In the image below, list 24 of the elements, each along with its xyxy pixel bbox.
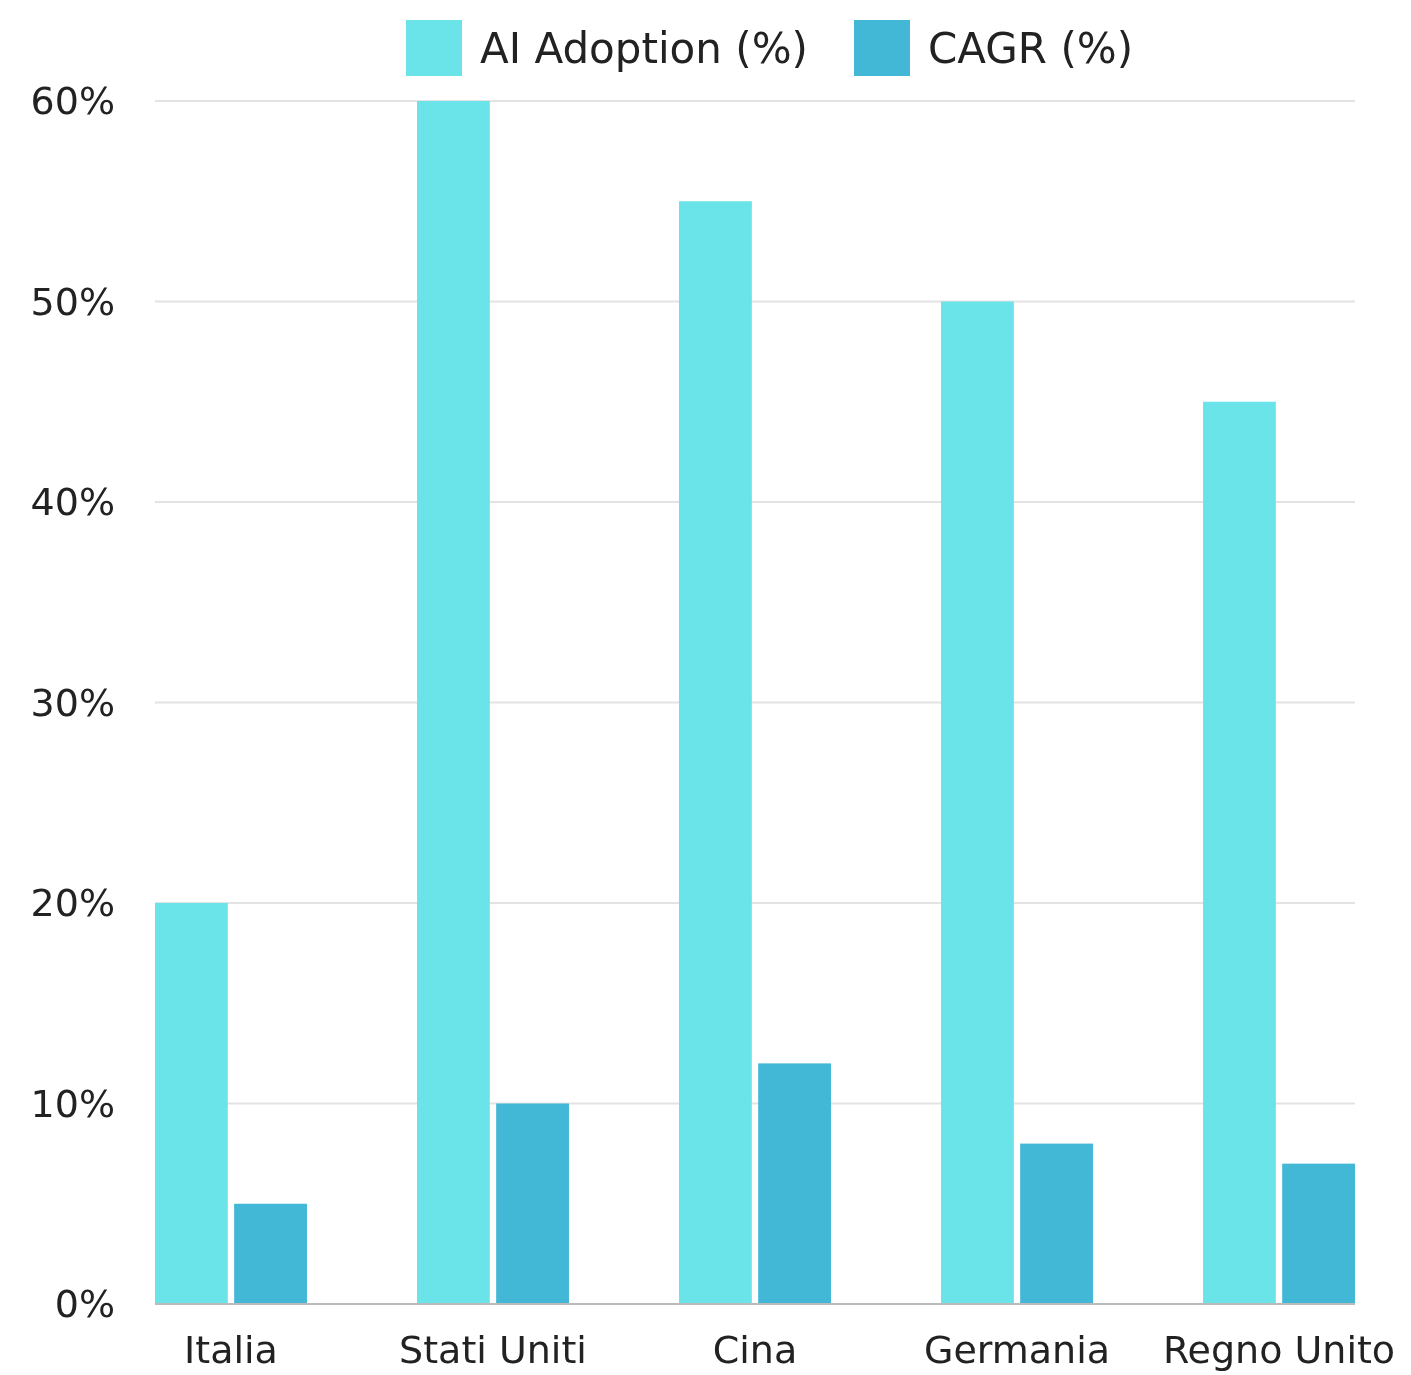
y-tick-label: 60% [30,79,115,123]
bar [1282,1163,1355,1304]
bar [941,301,1014,1304]
x-tick-label: Italia [184,1328,278,1372]
legend-label: AI Adoption (%) [480,23,808,73]
bar [679,201,752,1304]
y-tick-label: 10% [30,1081,115,1126]
x-tick-label: Stati Uniti [399,1328,587,1372]
y-tick-label: 40% [30,480,115,524]
y-tick-label: 0% [54,1282,115,1326]
y-tick-label: 20% [30,881,115,925]
bar [234,1203,307,1304]
bar [1020,1143,1093,1304]
y-tick-label: 50% [30,279,115,324]
bar [496,1103,569,1304]
x-tick-label: Germania [924,1328,1111,1372]
bar [1203,401,1276,1304]
bar [758,1063,831,1304]
x-tick-label: Regno Unito [1162,1328,1396,1372]
bar [417,101,490,1304]
y-tick-label: 30% [30,680,115,725]
x-tick-label: Cina [712,1328,798,1372]
bar [155,903,228,1304]
legend-label: CAGR (%) [928,23,1134,73]
